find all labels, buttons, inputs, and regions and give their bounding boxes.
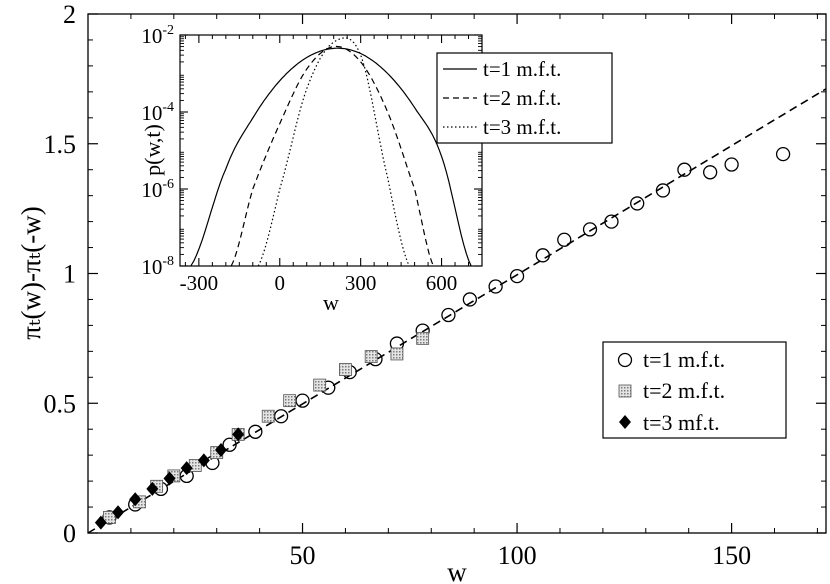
- inset-y-tick-label: 10-8: [141, 254, 174, 279]
- inset-x-tick-label: -300: [180, 271, 219, 295]
- inset-legend-label: t=1 m.f.t.: [483, 57, 561, 81]
- y-tick-label: 2: [63, 0, 76, 29]
- inset-legend-label: t=2 m.f.t.: [483, 86, 561, 110]
- series-1-point: [222, 437, 237, 452]
- y-tick-label: 1.5: [44, 130, 77, 159]
- series-3-point: [232, 427, 245, 442]
- main-legend-label: t=2 m.f.t.: [643, 378, 725, 403]
- series-1-point: [582, 222, 598, 237]
- inset-legend: t=1 m.f.t. t=2 m.f.t. t=3 m.f.t.: [436, 52, 613, 144]
- main-y-tick-labels: 0 0.5 1 1.5 2: [44, 0, 77, 548]
- series-1-point: [102, 510, 117, 525]
- series-1-point: [724, 157, 739, 172]
- y-tick-label: 1: [63, 260, 76, 289]
- main-legend: t=1 m.f.t. t=2 m.f.t. t=3 mf.t.: [602, 341, 787, 439]
- inset-curve-1: [190, 47, 472, 267]
- series-3-point: [180, 461, 193, 476]
- series-2-point: [313, 378, 327, 392]
- y-tick-label: 0: [63, 519, 76, 548]
- tick-exponent: -8: [162, 254, 174, 269]
- inset-axis-ticks: [180, 34, 482, 267]
- series-1-point: [488, 279, 503, 294]
- series-1-point: [604, 214, 619, 229]
- inset-x-tick-labels: -300 0 300 600: [180, 271, 458, 295]
- inset-background: [180, 35, 482, 266]
- main-data-series: [94, 146, 791, 530]
- series-1-point: [655, 183, 671, 198]
- inset-y-tick-label: 10-6: [141, 177, 174, 202]
- series-1-point: [775, 146, 791, 162]
- inset-curve-2: [230, 45, 435, 267]
- inset-chart: -300 0 300 600 10-810-610-410-2 w p(w,t) t=…: [140, 23, 613, 315]
- tick-exponent: -6: [162, 177, 174, 192]
- legend-marker-1: [617, 352, 633, 368]
- inset-curve-3: [257, 37, 410, 267]
- series-1-point: [248, 424, 263, 439]
- main-legend-box: [602, 341, 787, 439]
- series-3-point: [129, 492, 142, 507]
- series-3-point: [94, 515, 107, 530]
- series-1-point: [462, 292, 478, 307]
- inset-x-tick-label: 600: [426, 271, 458, 295]
- inset-legend-label: t=3 m.f.t.: [483, 115, 561, 139]
- tick-base: 10: [141, 24, 162, 48]
- tick-exponent: -2: [162, 23, 174, 38]
- legend-marker-2: [618, 384, 632, 398]
- series-2-point: [103, 511, 116, 524]
- series-1-point: [703, 165, 718, 180]
- series-3-point: [112, 505, 125, 520]
- inset-x-tick-label: 300: [345, 271, 377, 295]
- series-3-point: [215, 442, 228, 457]
- tick-base: 10: [141, 255, 162, 279]
- x-tick-label: 100: [498, 541, 537, 570]
- main-x-tick-labels: 50 100 150: [290, 541, 752, 570]
- dashed-reference-line: [87, 88, 827, 534]
- x-tick-label: 50: [290, 541, 316, 570]
- series-3-point: [163, 471, 176, 486]
- inset-y-tick-labels: 10-810-610-410-2: [141, 23, 174, 279]
- inset-plot-frame: [179, 34, 483, 267]
- series-1-point: [677, 162, 692, 177]
- series-1-point: [535, 248, 550, 263]
- x-tick-label: 150: [712, 541, 751, 570]
- legend-marker-3: [619, 415, 631, 429]
- series-1-point: [441, 307, 456, 323]
- main-axis-ticks: [88, 13, 826, 534]
- series-3-point: [146, 481, 159, 496]
- series-2-point: [283, 394, 297, 408]
- series-2-point: [364, 350, 378, 363]
- series-1-point: [509, 268, 525, 284]
- inset-y-tick-label: 10-2: [141, 23, 174, 48]
- series-2-point: [261, 409, 275, 423]
- series-1-point: [295, 393, 310, 408]
- y-tick-label: 0.5: [44, 389, 77, 418]
- tick-base: 10: [141, 178, 162, 202]
- series-2-point: [416, 331, 430, 345]
- inset-y-axis-label: p(w,t): [140, 124, 165, 176]
- main-y-axis-label: πₜ(w)-πₜ(-w): [16, 206, 46, 340]
- series-2-point: [390, 347, 404, 361]
- main-x-axis-label: w: [447, 557, 467, 584]
- main-legend-label: t=3 mf.t.: [643, 410, 720, 435]
- series-1-point: [630, 196, 645, 211]
- main-legend-markers: [617, 352, 633, 429]
- inset-x-axis-label: w: [323, 290, 339, 315]
- inset-y-tick-label: 10-4: [141, 100, 174, 125]
- tick-base: 10: [141, 101, 162, 125]
- inset-x-tick-label: 0: [275, 271, 286, 295]
- series-2-point: [339, 363, 352, 376]
- main-chart: 50 100 150 00.511.52 w πₜ(w)-πₜ(-w) t=1 m.…: [16, 0, 827, 584]
- main-legend-label: t=1 m.f.t.: [643, 347, 725, 372]
- series-1-point: [557, 232, 572, 247]
- tick-exponent: -4: [162, 100, 174, 115]
- series-3-point: [197, 453, 210, 468]
- inset-curves: [190, 37, 472, 267]
